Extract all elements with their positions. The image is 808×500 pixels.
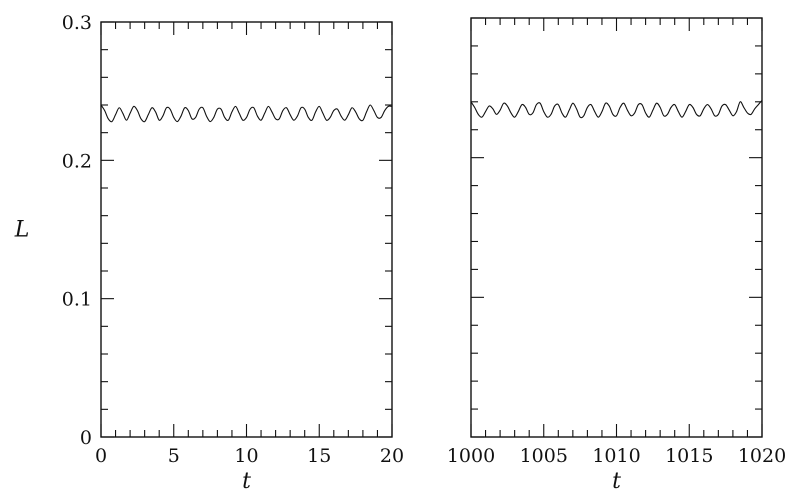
plot-frame-2 [470,17,763,438]
x-tick-label: 1010 [592,445,640,467]
x-tick-label: 1005 [520,445,568,467]
x-tick-label: 1000 [447,445,495,467]
x-axis-label: t [612,469,621,494]
y-tick-label: 0 [80,427,92,449]
series-line-1 [100,104,393,123]
x-tick-label: 20 [380,445,404,467]
series-line-2 [470,100,763,119]
y-tick-label: 0.1 [62,289,92,311]
x-tick-label: 1015 [665,445,713,467]
y-tick-label: 0.3 [62,12,92,34]
y-tick-label: 0.2 [62,150,92,172]
plot-frame-1 [100,21,393,438]
x-axis-label: t [242,469,251,494]
x-tick-label: 0 [95,445,107,467]
y-axis-label: L [14,218,30,243]
x-tick-label: 5 [168,445,180,467]
x-tick-label: 1020 [738,445,786,467]
x-tick-label: 10 [234,445,258,467]
x-tick-label: 15 [307,445,331,467]
